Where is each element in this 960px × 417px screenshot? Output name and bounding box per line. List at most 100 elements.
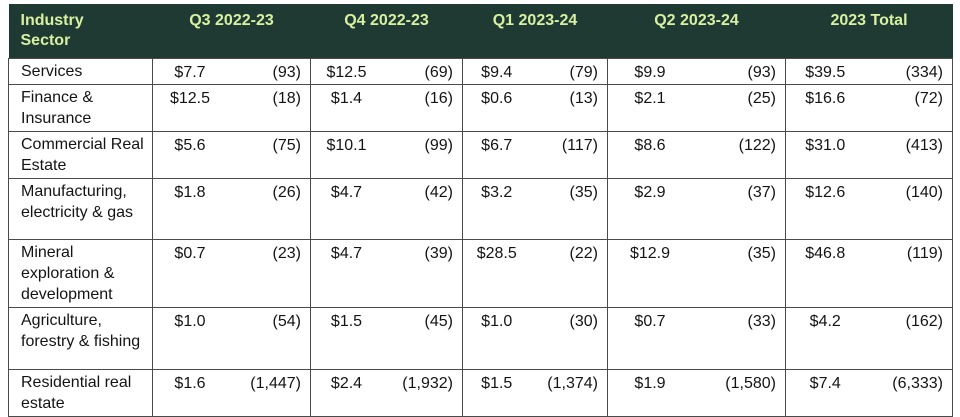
- amount-value: $39.5: [805, 63, 846, 81]
- sector-cell: Agriculture, forestry & fishing: [8, 306, 153, 370]
- count-value: (75): [272, 136, 301, 154]
- header-2023-total: 2023 Total: [785, 4, 953, 58]
- q4-cell: $4.7 (42): [310, 177, 463, 240]
- header-q3-2022-23: Q3 2022-23: [152, 4, 311, 58]
- q2-cell: $9.9 (93): [607, 57, 786, 85]
- q1-cell: $9.4 (79): [462, 57, 608, 85]
- total-cell: $31.0 (413): [785, 130, 953, 179]
- total-cell: $16.6 (72): [785, 83, 953, 132]
- header-q1-2023-24: Q1 2023-24: [462, 4, 608, 58]
- total-cell: $12.6 (140): [785, 177, 953, 240]
- amount-value: $2.9: [634, 183, 666, 201]
- amount-value: $1.8: [174, 183, 206, 201]
- sector-cell: Commercial Real Estate: [8, 130, 153, 179]
- amount-value: $7.4: [809, 374, 841, 392]
- count-value: (99): [424, 136, 453, 154]
- amount-value: $2.4: [330, 374, 363, 392]
- q3-cell: $1.0 (54): [152, 306, 311, 370]
- count-value: (33): [747, 312, 776, 330]
- amount-value: $2.1: [634, 89, 666, 107]
- count-value: (13): [569, 89, 598, 107]
- table-row: Manufacturing, electricity & gas $1.8 (26…: [8, 177, 953, 240]
- q1-cell: $1.5 (1,374): [462, 368, 608, 417]
- count-value: (39): [424, 244, 453, 262]
- sector-cell: Residential real estate: [8, 368, 153, 417]
- amount-value: $1.5: [330, 312, 363, 330]
- q1-cell: $3.2 (35): [462, 177, 608, 240]
- count-value: (42): [424, 183, 453, 201]
- table-row: Services $7.7 (93) $12.5 (69) $9.4 (79) $9.…: [8, 57, 953, 85]
- amount-value: $1.4: [330, 89, 363, 107]
- q3-cell: $1.6 (1,447): [152, 368, 311, 417]
- q4-cell: $10.1 (99): [310, 130, 463, 179]
- amount-value: $4.7: [330, 244, 363, 262]
- amount-value: $1.5: [481, 374, 513, 392]
- q3-cell: $7.7 (93): [152, 57, 311, 85]
- q2-cell: $2.9 (37): [607, 177, 786, 240]
- q4-cell: $1.5 (45): [310, 306, 463, 370]
- count-value: (45): [424, 312, 453, 330]
- amount-value: $8.6: [634, 136, 666, 154]
- count-value: (93): [747, 63, 776, 81]
- count-value: (30): [569, 312, 598, 330]
- q4-cell: $4.7 (39): [310, 238, 463, 308]
- amount-value: $6.7: [481, 136, 513, 154]
- count-value: (69): [424, 63, 453, 81]
- count-value: (93): [272, 63, 301, 81]
- sector-cell: Services: [8, 57, 153, 85]
- amount-value: $12.9: [629, 244, 671, 262]
- q2-cell: $12.9 (35): [607, 238, 786, 308]
- amount-value: $12.6: [805, 183, 846, 201]
- q3-cell: $5.6 (75): [152, 130, 311, 179]
- count-value: (1,932): [402, 374, 453, 392]
- sector-cell: Mineral exploration & development: [8, 238, 153, 308]
- q2-cell: $0.7 (33): [607, 306, 786, 370]
- count-value: (35): [569, 183, 598, 201]
- q2-cell: $8.6 (122): [607, 130, 786, 179]
- header-q2-2023-24: Q2 2023-24: [607, 4, 786, 58]
- amount-value: $5.6: [174, 136, 206, 154]
- industry-sector-table: Industry Sector Q3 2022-23 Q4 2022-23 Q1…: [8, 4, 953, 417]
- amount-value: $4.7: [330, 183, 363, 201]
- q1-cell: $6.7 (117): [462, 130, 608, 179]
- count-value: (37): [747, 183, 776, 201]
- count-value: (334): [905, 63, 943, 81]
- count-value: (6,333): [892, 374, 943, 392]
- sector-cell: Manufacturing, electricity & gas: [8, 177, 153, 240]
- table-row: Mineral exploration & development $0.7 (2…: [8, 238, 953, 308]
- count-value: (119): [906, 244, 943, 262]
- count-value: (162): [905, 312, 943, 330]
- q4-cell: $12.5 (69): [310, 57, 463, 85]
- amount-value: $1.0: [481, 312, 513, 330]
- count-value: (1,447): [250, 374, 301, 392]
- header-q4-2022-23: Q4 2022-23: [310, 4, 463, 58]
- table-row: Commercial Real Estate $5.6 (75) $10.1 (99…: [8, 130, 953, 179]
- amount-value: $0.7: [634, 312, 666, 330]
- count-value: (72): [914, 89, 943, 107]
- amount-value: $28.5: [476, 244, 517, 262]
- count-value: (35): [747, 244, 776, 262]
- count-value: (25): [747, 89, 776, 107]
- count-value: (54): [272, 312, 301, 330]
- count-value: (122): [738, 136, 776, 154]
- q3-cell: $12.5 (18): [152, 83, 311, 132]
- amount-value: $31.0: [805, 136, 846, 154]
- q4-cell: $2.4 (1,932): [310, 368, 463, 417]
- count-value: (18): [272, 89, 301, 107]
- q3-cell: $1.8 (26): [152, 177, 311, 240]
- amount-value: $4.2: [809, 312, 841, 330]
- q4-cell: $1.4 (16): [310, 83, 463, 132]
- count-value: (22): [569, 244, 598, 262]
- total-cell: $7.4 (6,333): [785, 368, 953, 417]
- table-header-row: Industry Sector Q3 2022-23 Q4 2022-23 Q1…: [8, 4, 953, 58]
- q3-cell: $0.7 (23): [152, 238, 311, 308]
- amount-value: $0.7: [174, 244, 206, 262]
- total-cell: $4.2 (162): [785, 306, 953, 370]
- amount-value: $1.9: [634, 374, 666, 392]
- count-value: (16): [424, 89, 453, 107]
- count-value: (413): [905, 136, 943, 154]
- amount-value: $12.5: [326, 63, 367, 81]
- amount-value: $46.8: [805, 244, 846, 262]
- count-value: (140): [905, 183, 943, 201]
